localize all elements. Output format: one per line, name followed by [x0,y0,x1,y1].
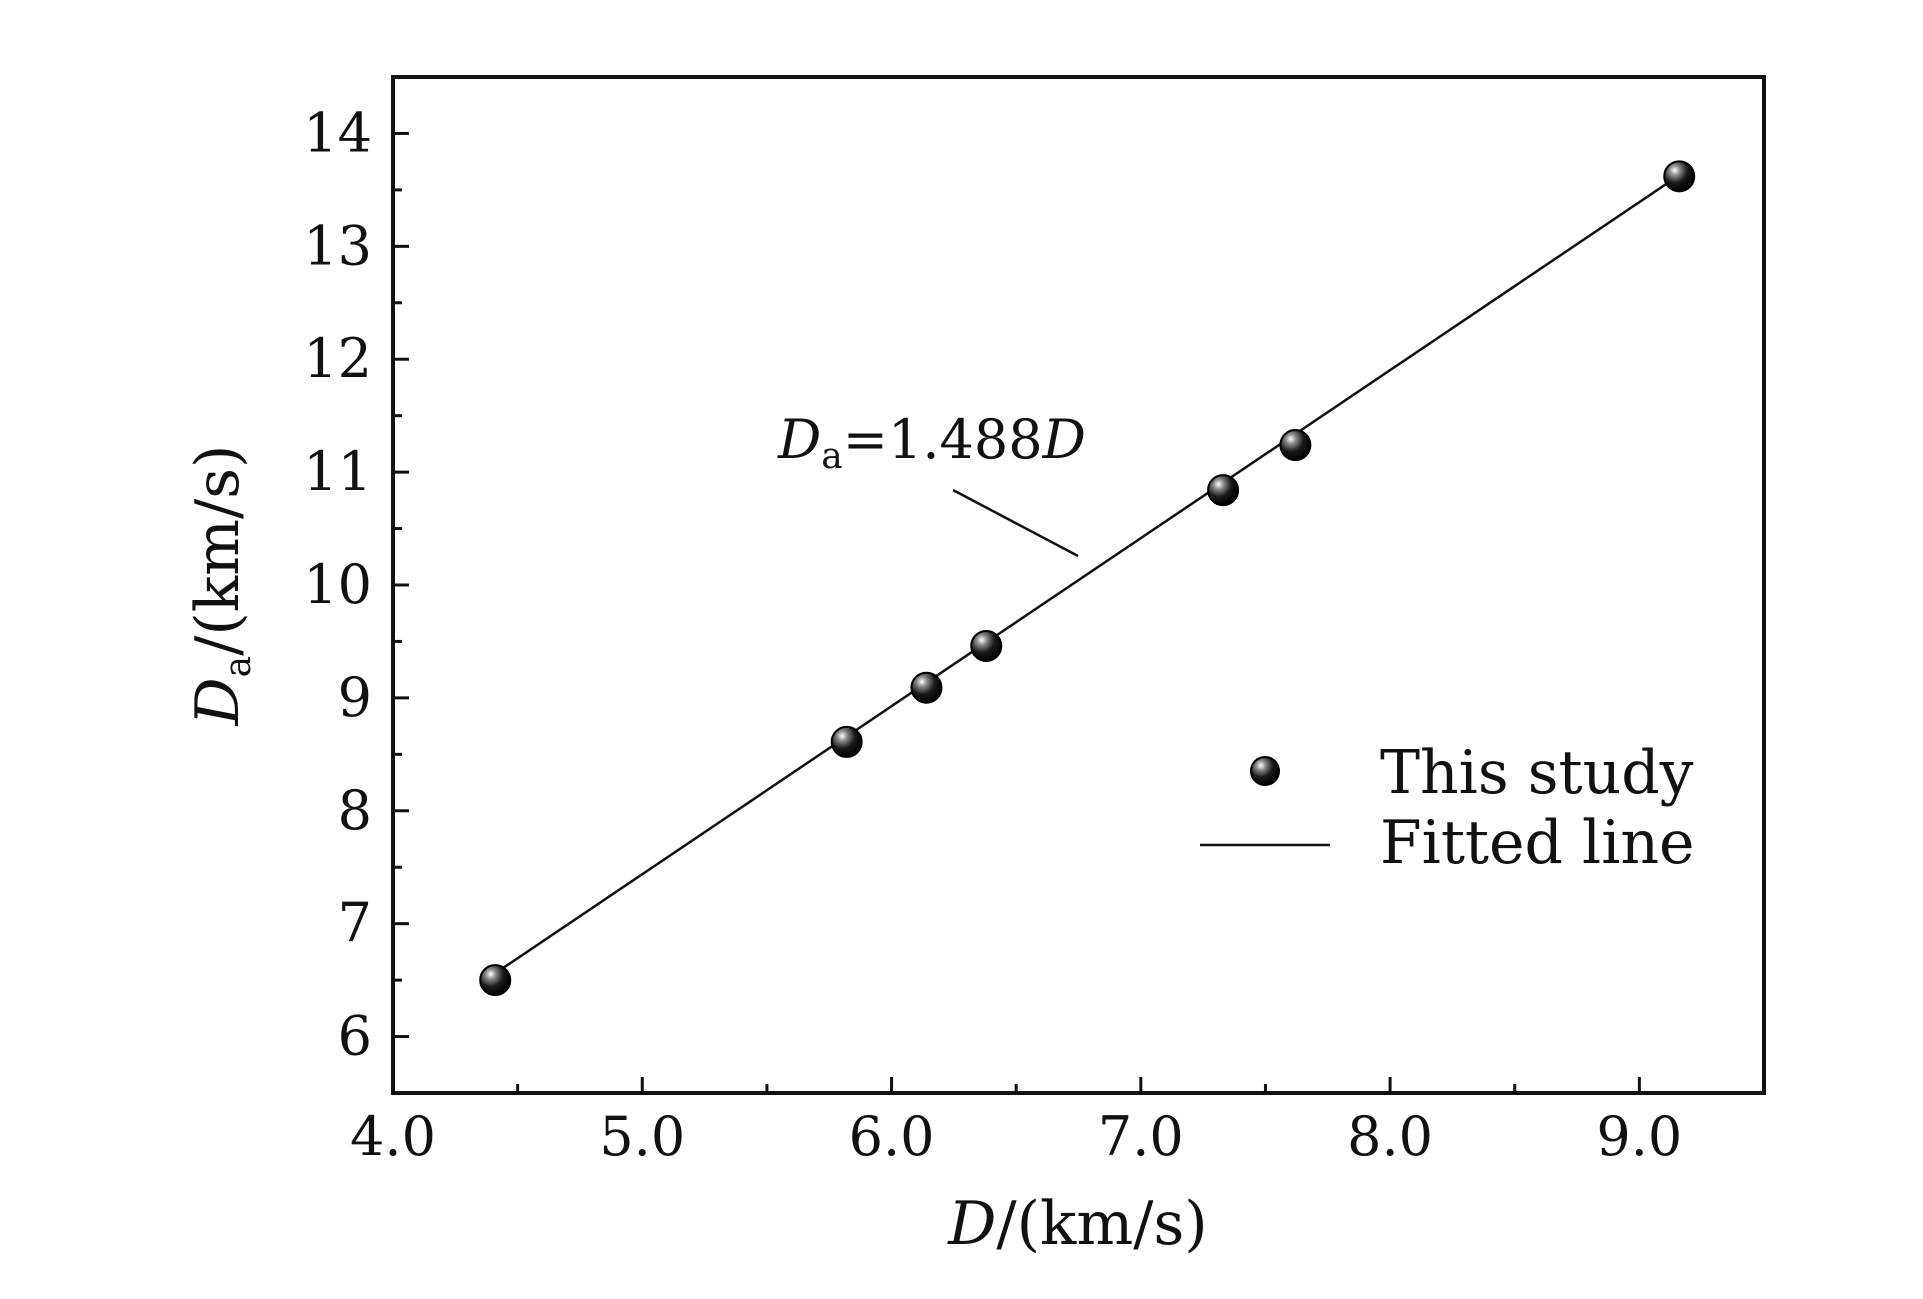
legend-label-fitted-line: Fitted line [1380,808,1695,878]
x-axis-title-var: D [947,1189,996,1259]
y-tick-label: 13 [303,214,372,277]
x-axis-title-unit: /(km/s) [996,1189,1207,1259]
annotation-var2: D [1042,408,1086,471]
fitted-line [494,174,1680,975]
annotation-sub: a [821,436,842,477]
x-tick-label: 6.0 [849,1105,935,1168]
y-axis-title-var: D [183,677,253,726]
y-axis-title-sub: a [218,656,259,677]
y-tick-label: 11 [303,440,372,503]
x-axis-tick-labels: 4.0 5.0 6.0 7.0 8.0 9.0 [350,1105,1682,1168]
x-tick-label: 4.0 [350,1105,436,1168]
y-tick-label: 6 [338,1005,372,1068]
x-tick-label: 9.0 [1596,1105,1682,1168]
y-axis-ticks [393,75,409,1095]
data-points [479,160,1696,997]
data-point [970,629,1003,662]
y-tick-label: 14 [303,101,372,164]
legend-label-this-study: This study [1380,738,1694,808]
data-point [1207,474,1240,507]
y-tick-label: 12 [303,327,372,390]
data-point [910,671,943,704]
y-axis-tick-labels: 6 7 8 9 10 11 12 13 14 [303,101,372,1067]
plot-frame [391,75,1766,1095]
fit-annotation: Da=1.488D [777,408,1086,477]
y-tick-label: 7 [338,892,372,955]
y-tick-label: 9 [338,666,372,729]
x-tick-label: 7.0 [1098,1105,1184,1168]
y-tick-label: 10 [303,553,372,616]
data-point [479,964,512,997]
data-point [1279,429,1312,462]
y-tick-label: 8 [338,779,372,842]
legend: This study Fitted line [1200,738,1695,878]
annotation-rest: =1.488 [843,408,1043,471]
x-tick-label: 8.0 [1347,1105,1433,1168]
x-tick-label: 5.0 [599,1105,685,1168]
y-axis-title: Da/(km/s) [183,445,259,727]
data-point [1663,160,1696,193]
legend-marker-this-study [1250,756,1280,786]
y-axis-title-unit: /(km/s) [183,445,253,656]
annotation-leader [952,488,1079,558]
annotation-var: D [777,408,821,471]
x-axis-title: D/(km/s) [947,1189,1207,1259]
x-axis-ticks [391,1077,1766,1093]
data-point [830,725,863,758]
